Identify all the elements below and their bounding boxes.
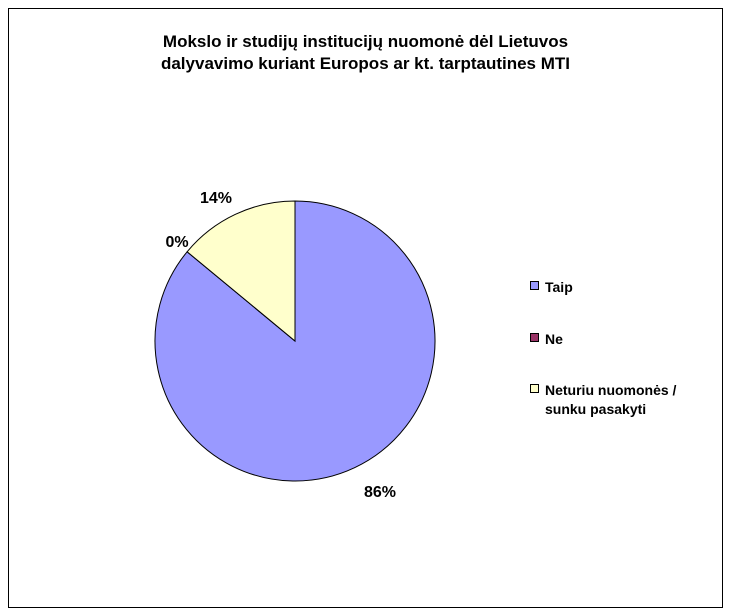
data-label-neturiu: 14% — [200, 190, 232, 207]
data-label-taip: 86% — [364, 484, 396, 501]
legend-label-taip: Taip — [545, 278, 573, 297]
legend-swatch-taip — [530, 281, 539, 290]
legend-label-neturiu-line-2: sunku pasakyti — [545, 400, 646, 419]
legend-label-neturiu-line-1: Neturiu nuomonės / — [545, 381, 676, 400]
data-label-ne: 0% — [165, 234, 188, 251]
legend-swatch-ne — [530, 333, 539, 342]
legend-swatch-neturiu — [530, 384, 539, 393]
legend-label-ne: Ne — [545, 330, 563, 349]
